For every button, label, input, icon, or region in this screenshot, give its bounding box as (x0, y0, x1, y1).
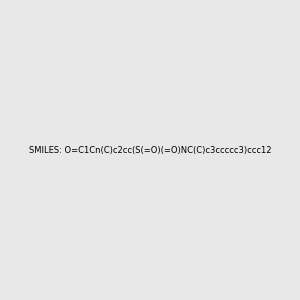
Text: SMILES: O=C1Cn(C)c2cc(S(=O)(=O)NC(C)c3ccccc3)ccc12: SMILES: O=C1Cn(C)c2cc(S(=O)(=O)NC(C)c3cc… (29, 146, 271, 154)
